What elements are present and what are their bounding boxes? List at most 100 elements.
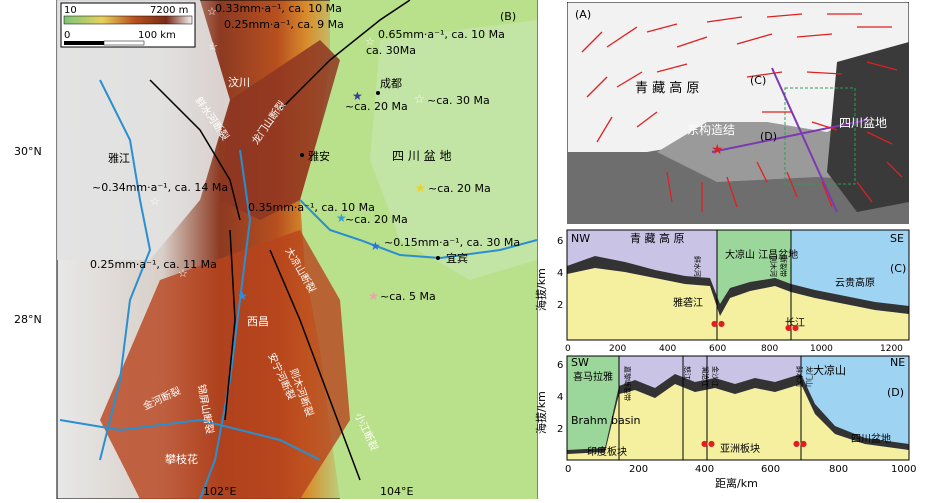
profile-c-topo <box>567 256 909 316</box>
profile-c-frame <box>566 229 910 341</box>
place-chengdu: 成都 <box>380 77 402 90</box>
c-xtick: 200 <box>609 344 626 354</box>
d-xtick: 600 <box>761 464 780 475</box>
d-region-1: 喜马拉雅 <box>573 370 613 383</box>
map-b-label: (B) <box>500 10 516 23</box>
profile-d-svg: SW NE 喜马拉雅 大凉山 Brahm basin 印度板块 亚洲板块 四川盆… <box>534 355 916 490</box>
dot-chengdu <box>376 91 380 95</box>
river-yalong <box>99 79 152 461</box>
plateau-area <box>57 0 230 260</box>
d-region-5: 亚洲板块 <box>720 442 760 455</box>
star-icon: ★ <box>368 289 379 303</box>
annot-2: 0.25mm·a⁻¹, ca. 9 Ma <box>224 18 344 31</box>
lat-28: 28°N <box>14 313 42 326</box>
mountain-belt-longmen <box>220 40 340 220</box>
c-xtick: 1200 <box>880 344 903 354</box>
d-region-3: Brahm basin <box>571 414 641 427</box>
star-icon: ★ <box>415 181 426 195</box>
c-region-2: 大凉山 江昌盆地 <box>725 248 798 261</box>
legend-colorbar <box>63 15 193 25</box>
basin-center <box>370 20 537 280</box>
c-fault-1: 鲜水河 <box>693 256 702 277</box>
d-ylabel: 海拔/km <box>535 391 548 434</box>
d-ytick-2: 2 <box>557 424 563 435</box>
study-area-box <box>784 87 856 185</box>
annot-10: ~ca. 20 Ma <box>345 213 408 226</box>
scale-bar-white <box>103 40 145 46</box>
annot-8: ~0.34mm·a⁻¹, ca. 14 Ma <box>92 181 228 194</box>
d-marker: ●● <box>701 439 715 448</box>
d-marker: ●● <box>793 439 807 448</box>
river-jinsha <box>59 418 321 461</box>
c-xtick: 1000 <box>810 344 833 354</box>
d-region-4: 印度板块 <box>587 445 627 458</box>
d-fault-6: 龙门山 <box>805 366 814 387</box>
star-icon: ☆ <box>208 40 218 53</box>
c-fault-3: 断裂带 <box>779 256 788 277</box>
star-icon: ★ <box>237 289 248 303</box>
map-a-d: (D) <box>760 130 777 143</box>
velocity-arrows <box>581 13 903 212</box>
lon-104: 104°E <box>380 485 413 498</box>
mountain-belt-south <box>100 230 350 499</box>
fault-longmenshan <box>279 0 411 111</box>
d-ytick-6: 6 <box>557 360 563 371</box>
c-panel-label: (C) <box>890 262 906 275</box>
annot-7: ~ca. 20 Ma <box>428 182 491 195</box>
d-xtick: 400 <box>695 464 714 475</box>
map-a-syntaxis: 东构造结 <box>687 122 735 137</box>
profile-c-svg: NW SE 青 藏 高 原 大凉山 江昌盆地 云贵高原 (C) 雅砻江 长江 鲜… <box>534 229 910 354</box>
d-left-label: SW <box>571 356 589 369</box>
annot-11: ~0.15mm·a⁻¹, ca. 30 Ma <box>384 236 520 249</box>
c-ytick-6: 6 <box>557 236 563 247</box>
d-region-2: 大凉山 <box>813 363 846 377</box>
d-fault-1: 嘉黎断裂带 <box>623 366 632 401</box>
c-ytick-2: 2 <box>557 300 563 311</box>
fault-xianshuihe <box>149 79 241 221</box>
d-xlabel: 距离/km <box>715 476 758 490</box>
annot-13: ~ca. 5 Ma <box>380 290 436 303</box>
star-icon: ☆ <box>150 195 160 208</box>
d-xtick: 800 <box>829 464 848 475</box>
d-fault-3: 澜沧江 <box>701 366 710 387</box>
annot-5: ~ca. 20 Ma <box>345 100 408 113</box>
lon-102: 102°E <box>203 485 236 498</box>
place-xichang: 西昌 <box>247 315 269 328</box>
map-a-svg: ★ (A) 青 藏 高 原 四川盆地 东构造结 (C) (D) <box>566 1 910 225</box>
d-xticks: 0 200 400 600 800 1000 <box>565 464 916 475</box>
scale-length: 100 km <box>138 30 176 41</box>
c-inner-2: 长江 <box>785 317 805 329</box>
profile-d-line <box>711 119 868 153</box>
scale-bar-black <box>64 41 104 45</box>
star-icon: ★ <box>352 89 363 103</box>
map-b-svg: 10 7200 m 0 100 km (B) 30°N 28°N 102°E 1… <box>14 0 538 500</box>
c-marker: ●● <box>711 319 725 328</box>
profile-d-panel: SW NE 喜马拉雅 大凉山 Brahm basin 印度板块 亚洲板块 四川盆… <box>534 354 927 499</box>
star-icon: ☆ <box>178 267 188 280</box>
star-icon: ☆ <box>207 5 217 18</box>
c-region-1: 青 藏 高 原 <box>630 231 685 245</box>
legend-box <box>60 2 196 48</box>
c-xtick: 800 <box>761 344 778 354</box>
legend-min: 10 <box>64 5 77 16</box>
d-right-label: NE <box>890 356 905 369</box>
map-a-basin: 四川盆地 <box>839 116 887 130</box>
d-region-6: 四川盆地 <box>851 432 891 445</box>
annot-1: 0.33mm·a⁻¹, ca. 10 Ma <box>215 2 342 15</box>
place-yaan: 雅安 <box>308 149 330 163</box>
d-fault-2: 怒江 <box>683 366 692 380</box>
star-icon: ★ <box>336 211 347 225</box>
map-b-panel: 10 7200 m 0 100 km (B) 30°N 28°N 102°E 1… <box>14 0 538 500</box>
dot-yibin <box>436 256 440 260</box>
map-a-label: (A) <box>575 8 591 21</box>
d-panel-label: (D) <box>887 386 904 399</box>
profile-c-envelope <box>567 268 909 340</box>
river-anning <box>199 149 252 500</box>
star-icon: ☆ <box>365 35 375 48</box>
c-region-3: 云贵高原 <box>835 276 875 289</box>
river-minjiang <box>299 199 538 260</box>
map-a-terrain-dark <box>827 42 909 212</box>
place-yibin: 宜宾 <box>446 251 468 265</box>
map-a-plateau: 青 藏 高 原 <box>635 80 699 96</box>
map-a-c: (C) <box>750 74 766 87</box>
